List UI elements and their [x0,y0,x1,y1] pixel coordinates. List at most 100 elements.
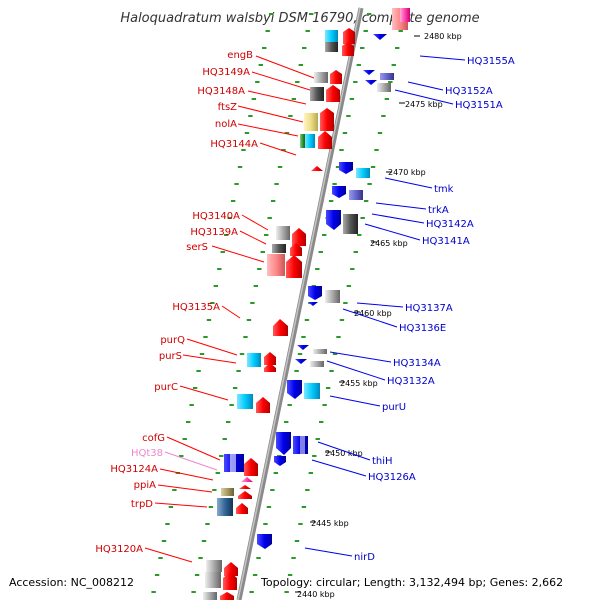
forward-gene-arrow[interactable] [343,28,355,44]
forward-gene-arrow[interactable] [311,166,323,171]
reverse-gene-arrow[interactable] [373,34,387,40]
gene-label-HQ3140A[interactable]: HQ3140A [192,211,240,222]
left-connectors [144,55,315,563]
gene-label-HQ3120A[interactable]: HQ3120A [95,544,143,555]
gene-label-HQ3124A[interactable]: HQ3124A [110,464,158,475]
reverse-gene-arrow[interactable] [287,380,302,399]
reverse-gene-arrow[interactable] [276,432,291,455]
cog-box[interactable] [276,226,290,240]
cog-box[interactable] [205,572,221,588]
cog-box[interactable] [325,30,338,42]
cog-box[interactable] [247,353,261,367]
cog-box[interactable] [380,73,394,80]
cog-box[interactable] [377,83,391,92]
reverse-gene-arrow[interactable] [308,302,318,306]
reverse-gene-arrow[interactable] [308,286,322,300]
cog-box[interactable] [343,214,358,234]
cog-box[interactable] [304,383,320,399]
cog-box[interactable] [230,454,236,472]
cog-box[interactable] [217,498,233,516]
gene-label-nirD[interactable]: nirD [354,552,375,563]
reverse-gene-arrow[interactable] [297,345,309,350]
gene-label-thiH[interactable]: thiH [372,456,393,467]
forward-gene-arrow[interactable] [224,562,238,576]
forward-gene-arrow[interactable] [318,131,332,149]
forward-gene-arrow[interactable] [264,363,276,372]
reverse-gene-arrow[interactable] [274,456,286,466]
cog-box[interactable] [305,134,315,148]
gene-label-HQ3148A[interactable]: HQ3148A [197,86,245,97]
forward-gene-arrow[interactable] [342,42,354,56]
gene-label-cofG[interactable]: cofG [142,433,165,444]
cog-box[interactable] [272,244,286,253]
reverse-gene-arrow[interactable] [365,80,377,85]
reverse-gene-arrow[interactable] [295,359,307,364]
gene-label-ppiA[interactable]: ppiA [134,480,156,491]
forward-gene-arrow[interactable] [244,458,258,476]
forward-gene-arrow[interactable] [290,243,302,256]
gene-label-HQ3139A[interactable]: HQ3139A [190,227,238,238]
gene-label-purQ[interactable]: purQ [160,335,185,346]
cog-box[interactable] [310,361,324,367]
gene-label-HQ3149A[interactable]: HQ3149A [202,67,250,78]
forward-gene-arrow[interactable] [292,228,306,246]
gene-label-HQ3142A[interactable]: HQ3142A [426,219,474,230]
gene-label-ftsZ[interactable]: ftsZ [218,102,237,113]
gene-label-HQ3141A[interactable]: HQ3141A [422,236,470,247]
cog-box[interactable] [314,72,328,83]
gene-label-engB[interactable]: engB [227,50,253,61]
forward-gene-arrow[interactable] [330,70,342,84]
cog-box[interactable] [356,168,370,178]
cog-box[interactable] [221,488,234,496]
gene-label-HQ3152A[interactable]: HQ3152A [445,86,493,97]
cog-box[interactable] [267,254,285,276]
gene-label-HQ3126A[interactable]: HQ3126A [368,472,416,483]
gene-label-purC[interactable]: purC [154,382,178,393]
cog-box[interactable] [203,592,217,600]
reverse-gene-arrow[interactable] [326,210,341,230]
gene-label-HQ3136E[interactable]: HQ3136E [399,323,446,334]
forward-gene-arrow[interactable] [273,319,288,336]
reverse-gene-arrow[interactable] [363,70,375,75]
gene-label-HQ3155A[interactable]: HQ3155A [467,56,515,67]
gene-label-trpD[interactable]: trpD [131,499,153,510]
reverse-gene-arrow[interactable] [257,534,272,549]
gene-label-HQ3137A[interactable]: HQ3137A [405,303,453,314]
gene-label-nolA[interactable]: nolA [215,119,237,130]
cog-box[interactable] [313,349,327,354]
forward-gene-arrow[interactable] [236,503,248,514]
cog-box[interactable] [349,190,363,200]
forward-gene-arrow[interactable] [223,572,237,590]
reverse-gene-arrow[interactable] [339,162,353,174]
gene-label-HQ3132A[interactable]: HQ3132A [387,376,435,387]
forward-gene-arrow[interactable] [326,85,340,102]
gene-label-purS[interactable]: purS [159,351,182,362]
cog-box[interactable] [400,8,410,22]
gene-label-trkA[interactable]: trkA [428,205,449,216]
forward-gene-arrow[interactable] [320,108,334,131]
forward-gene-arrow[interactable] [220,592,234,600]
trna-arrow[interactable] [241,477,253,482]
gene-label-HQt38[interactable]: HQt38 [131,448,163,459]
cog-box[interactable] [325,290,340,303]
cog-box[interactable] [237,394,253,409]
forward-gene-arrow[interactable] [239,485,251,489]
reverse-gene-arrow[interactable] [332,186,346,198]
cog-box[interactable] [325,42,338,52]
gene-label-serS[interactable]: serS [186,242,208,253]
gene-label-HQ3135A[interactable]: HQ3135A [172,302,220,313]
forward-gene-arrow[interactable] [264,352,276,365]
forward-gene-arrow[interactable] [286,255,302,278]
forward-gene-arrow[interactable] [256,397,270,413]
cog-box[interactable] [304,113,318,131]
gene-label-HQ3144A[interactable]: HQ3144A [210,139,258,150]
gene-label-tmk[interactable]: tmk [434,184,454,195]
cog-box[interactable] [206,560,222,572]
cog-box[interactable] [310,87,324,101]
gene-label-purU[interactable]: purU [382,402,406,413]
cog-box[interactable] [300,134,305,148]
cog-box[interactable] [300,436,305,454]
gene-label-HQ3151A[interactable]: HQ3151A [455,100,503,111]
forward-gene-arrow[interactable] [238,491,252,499]
gene-label-HQ3134A[interactable]: HQ3134A [393,358,441,369]
